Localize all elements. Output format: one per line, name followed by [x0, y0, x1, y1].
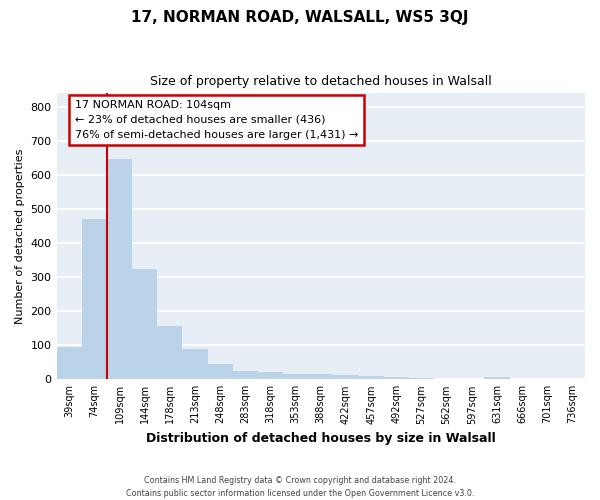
- Bar: [82, 220, 107, 380]
- Bar: [308, 374, 334, 380]
- Text: 17 NORMAN ROAD: 104sqm
← 23% of detached houses are smaller (436)
76% of semi-de: 17 NORMAN ROAD: 104sqm ← 23% of detached…: [74, 100, 358, 140]
- Bar: [233, 371, 258, 380]
- Bar: [283, 374, 308, 380]
- Bar: [107, 158, 132, 380]
- Bar: [383, 377, 409, 380]
- Title: Size of property relative to detached houses in Walsall: Size of property relative to detached ho…: [150, 75, 491, 88]
- Bar: [258, 372, 283, 380]
- Text: 17, NORMAN ROAD, WALSALL, WS5 3QJ: 17, NORMAN ROAD, WALSALL, WS5 3QJ: [131, 10, 469, 25]
- Bar: [56, 347, 82, 380]
- Bar: [334, 374, 359, 380]
- Bar: [409, 378, 434, 380]
- Bar: [208, 364, 233, 380]
- Bar: [132, 270, 157, 380]
- Bar: [484, 376, 509, 380]
- Bar: [157, 326, 182, 380]
- Text: Contains HM Land Registry data © Crown copyright and database right 2024.
Contai: Contains HM Land Registry data © Crown c…: [126, 476, 474, 498]
- Bar: [359, 376, 383, 380]
- Y-axis label: Number of detached properties: Number of detached properties: [15, 148, 25, 324]
- Bar: [182, 350, 208, 380]
- X-axis label: Distribution of detached houses by size in Walsall: Distribution of detached houses by size …: [146, 432, 496, 445]
